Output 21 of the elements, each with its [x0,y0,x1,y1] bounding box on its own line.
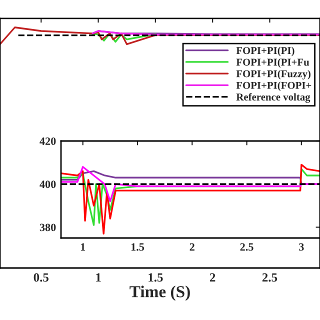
x-tick-label: 2 [210,273,216,282]
legend-label: Reference voltag [236,93,310,103]
legend-label: FOPI+PI(Fuzzy) [236,70,310,80]
x-tick-label: 2.5 [262,273,278,282]
x-axis-title: Time (S) [130,286,190,301]
legend-label: FOPI+PI(FOPI+ [236,82,312,92]
legend-label: FOPI+PI(PI+Fu [236,58,310,68]
x-tick-label: 1.5 [131,243,144,251]
x-tick-label: 2 [190,243,194,251]
line-series [61,166,320,202]
x-tick-label: 0.5 [34,273,48,282]
x-tick-label: 1.5 [148,273,163,282]
y-tick-label: 420 [40,137,56,145]
y-tick-label: 400 [40,180,56,188]
y-tick-label: 380 [40,224,56,232]
legend-label: FOPI+PI(PI) [236,46,294,56]
x-tick-label: 3 [299,243,304,251]
x-tick-label: 2.5 [240,243,254,251]
line-series [61,164,320,235]
x-tick-label: 1 [80,243,86,251]
x-tick-label: 1 [96,273,101,282]
